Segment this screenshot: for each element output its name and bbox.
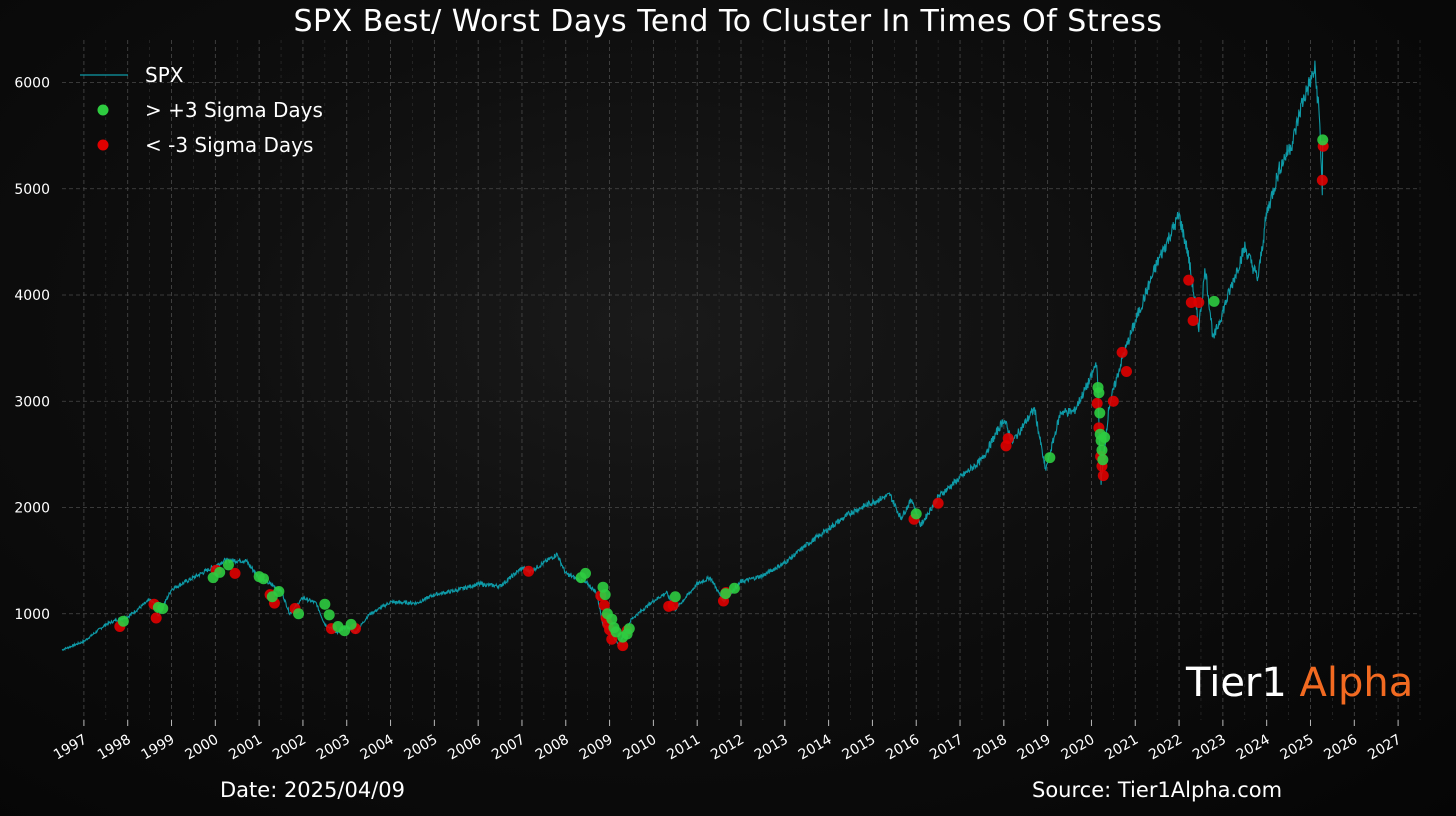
up-day-point — [910, 508, 922, 520]
date-label: Date: 2025/04/09 — [220, 778, 405, 802]
y-tick-label: 1000 — [14, 607, 50, 623]
up-day-point — [1317, 134, 1329, 146]
legend-label: < -3 Sigma Days — [145, 133, 313, 157]
down-day-point — [598, 599, 610, 611]
brand-part2: Alpha — [1299, 660, 1414, 706]
down-day-point — [1091, 397, 1103, 409]
legend-label: > +3 Sigma Days — [145, 98, 323, 122]
grid-lines — [62, 40, 1421, 720]
x-tick-label: 2005 — [401, 732, 440, 764]
down-day-point — [617, 640, 629, 652]
x-tick-label: 2025 — [1278, 732, 1317, 764]
down-day-point — [932, 497, 944, 509]
up-day-point — [579, 567, 591, 579]
up-day-point — [1094, 407, 1106, 419]
down-day-point — [1316, 174, 1328, 186]
x-tick-label: 2023 — [1190, 732, 1229, 764]
down-day-point — [229, 567, 241, 579]
x-tick-label: 1997 — [51, 732, 90, 764]
y-axis: 1000 2000 3000 4000 5000 6000 — [14, 76, 50, 623]
down-day-point — [1002, 432, 1014, 444]
x-tick-label: 1998 — [95, 732, 134, 764]
x-tick-label: 2021 — [1102, 732, 1141, 764]
x-tick-label: 1999 — [139, 732, 178, 764]
x-tick-label: 2017 — [927, 732, 966, 764]
x-tick-label: 2001 — [226, 732, 265, 764]
down-day-point — [150, 612, 162, 624]
up-day-point — [293, 608, 305, 620]
up-day-point — [323, 609, 335, 621]
down-day-point — [1187, 315, 1199, 326]
x-tick-label: 2019 — [1015, 732, 1054, 764]
x-tick-label: 2016 — [883, 732, 922, 764]
up-day-point — [258, 573, 270, 585]
x-tick-label: 2011 — [664, 732, 703, 764]
down-day-point — [1107, 395, 1119, 407]
x-tick-label: 2009 — [577, 732, 616, 764]
up-day-point — [623, 623, 635, 635]
x-tick-label: 2007 — [489, 732, 528, 764]
up-day-point — [1097, 454, 1109, 466]
x-tick-label: 2002 — [270, 732, 309, 764]
y-tick-label: 3000 — [14, 394, 50, 410]
up-day-point — [720, 588, 732, 600]
y-tick-label: 6000 — [14, 76, 50, 92]
down-day-point — [1097, 470, 1109, 482]
up-day-point — [1096, 444, 1108, 456]
up-day-point — [273, 585, 285, 597]
up-day-point — [319, 598, 331, 610]
down-day-point — [1120, 366, 1132, 377]
x-tick-label: 2024 — [1234, 732, 1273, 764]
x-tick-label: 2022 — [1146, 732, 1185, 764]
up-day-point — [345, 618, 357, 630]
series-layer — [61, 60, 1329, 652]
x-tick-label: 2000 — [182, 732, 221, 764]
up-day-point — [157, 602, 169, 614]
legend-dot-swatch — [97, 104, 109, 116]
chart-title: SPX Best/ Worst Days Tend To Cluster In … — [293, 4, 1163, 39]
x-tick-label: 2008 — [533, 732, 572, 764]
x-tick-label: 2010 — [621, 732, 660, 764]
x-axis: 1997 1998 1999 2000 2001 2002 2003 2004 2005 2006… — [51, 720, 1404, 763]
down-day-point — [1183, 274, 1195, 286]
x-tick-label: 2026 — [1321, 732, 1360, 764]
up-day-point — [222, 559, 234, 571]
up-day-point — [1044, 452, 1056, 464]
x-tick-label: 2004 — [358, 732, 397, 764]
x-tick-label: 2013 — [752, 732, 791, 764]
up-day-point — [669, 591, 681, 603]
x-tick-label: 2014 — [796, 732, 835, 764]
legend: SPX > +3 Sigma Days < -3 Sigma Days — [80, 63, 323, 157]
legend-dot-swatch — [97, 139, 109, 151]
up-day-point — [214, 566, 226, 578]
x-tick-label: 2015 — [840, 732, 879, 764]
y-tick-label: 5000 — [14, 182, 50, 198]
down-day-point — [523, 565, 535, 577]
x-tick-label: 2012 — [708, 732, 747, 764]
up-day-point — [606, 613, 618, 625]
y-tick-label: 4000 — [14, 288, 50, 304]
up-day-point — [728, 582, 740, 594]
up-day-point — [599, 589, 611, 601]
source-label: Source: Tier1Alpha.com — [1032, 778, 1283, 802]
x-tick-label: 2003 — [314, 732, 353, 764]
spx-line — [61, 60, 1324, 652]
x-tick-label: 2018 — [971, 732, 1010, 764]
x-tick-label: 2006 — [445, 732, 484, 764]
up-day-point — [1099, 431, 1111, 443]
up-day-point — [1093, 387, 1105, 399]
legend-label: SPX — [145, 63, 184, 87]
x-tick-label: 2020 — [1059, 732, 1098, 764]
down-day-point — [667, 599, 679, 611]
x-tick-label: 2027 — [1365, 732, 1404, 764]
y-tick-label: 2000 — [14, 501, 50, 517]
down-day-point — [1193, 296, 1205, 308]
up-day-point — [1208, 295, 1220, 307]
up-day-point — [117, 615, 129, 627]
brand-part1: Tier1 — [1186, 660, 1287, 706]
down-day-point — [1116, 346, 1128, 358]
brand-logo: Tier1 Alpha — [1186, 660, 1413, 706]
